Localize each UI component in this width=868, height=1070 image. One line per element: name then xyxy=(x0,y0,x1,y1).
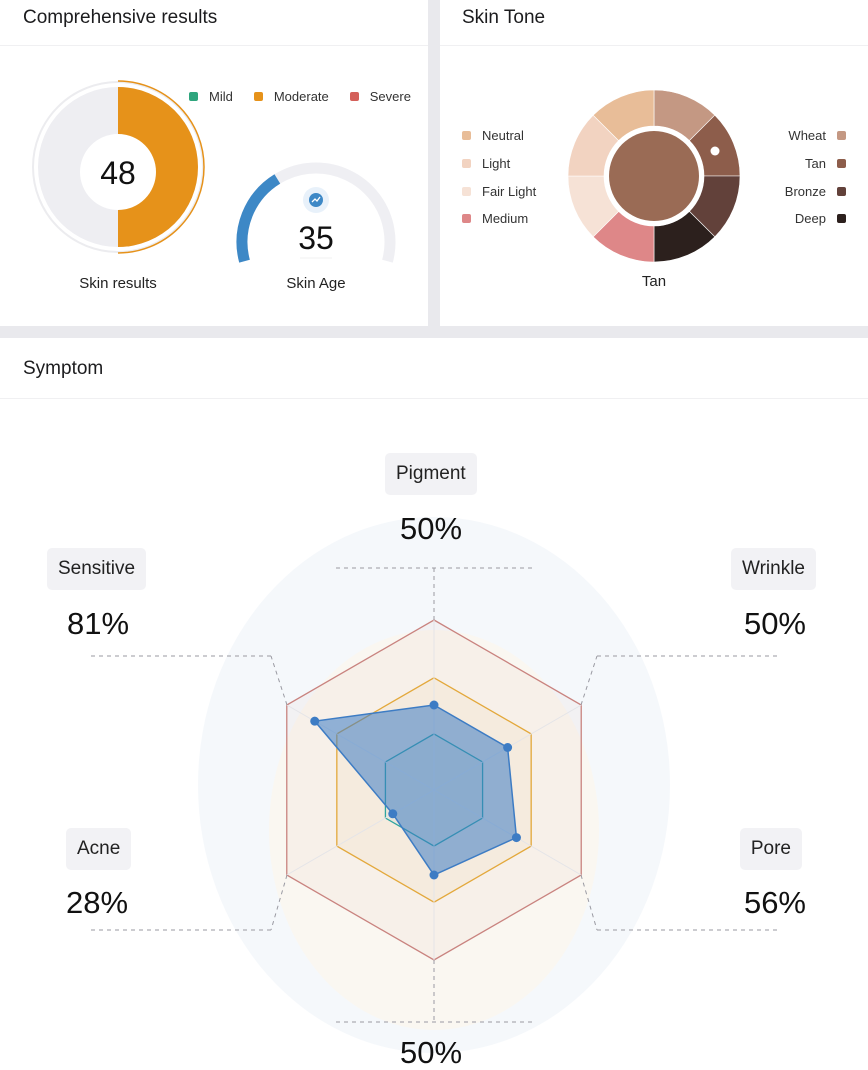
legend-light-swatch xyxy=(462,159,471,168)
legend-neutral-swatch xyxy=(462,131,471,140)
legend-moderate-label: Moderate xyxy=(273,89,329,104)
radar-value-acne: 28% xyxy=(66,885,129,920)
comprehensive-results-title: Comprehensive results xyxy=(23,7,218,28)
radar-leader-line xyxy=(580,655,598,706)
legend-bronze-label: Bronze xyxy=(784,184,826,199)
gauge-outer-ring xyxy=(32,81,204,253)
legend-fair-light-label: Fair Light xyxy=(482,184,537,199)
legend-wheat-label: Wheat xyxy=(788,128,826,143)
radar-point-5 xyxy=(310,716,320,726)
tone-selected-indicator xyxy=(710,146,720,156)
radar-point-3 xyxy=(429,870,439,880)
skin-age-value: 35 xyxy=(298,220,334,256)
radar-label-pore: Pore xyxy=(739,828,802,870)
skin-results-label: Skin results xyxy=(79,275,157,292)
legend-tan-label: Tan xyxy=(805,156,826,171)
skin-tone-card: Skin Tone Neutral Light Fair Light Mediu… xyxy=(440,0,868,326)
legend-light-label: Light xyxy=(482,156,511,171)
legend-deep-label: Deep xyxy=(794,211,826,226)
radar-label-sensitive: Sensitive xyxy=(47,548,147,590)
legend-wheat-swatch xyxy=(837,131,846,140)
legend-tan-swatch xyxy=(837,159,846,168)
legend-severe-label: Severe xyxy=(369,89,411,104)
legend-medium: Medium xyxy=(462,211,528,226)
legend-neutral: Neutral xyxy=(462,128,524,143)
radar-point-1 xyxy=(503,743,513,752)
radar-value-pigment: 50% xyxy=(400,511,463,546)
skin-age-fill xyxy=(236,174,281,263)
skin-tone-selected-label: Tan xyxy=(641,273,667,290)
radar-label-acne: Acne xyxy=(66,828,132,870)
skin-tone-wheel[interactable] xyxy=(440,0,868,326)
radar-leader-line xyxy=(270,874,288,931)
legend-medium-swatch xyxy=(462,214,471,223)
skin-results-value: 48 xyxy=(100,155,136,191)
radar-label-pigment: Pigment xyxy=(385,453,477,495)
comprehensive-results-card: Comprehensive results Mild Moderate Seve… xyxy=(0,0,428,326)
skin-age-label: Skin Age xyxy=(286,275,346,292)
divider xyxy=(0,45,428,46)
tone-selected-swatch xyxy=(609,131,699,221)
symptom-title: Symptom xyxy=(23,358,104,379)
radar-point-2 xyxy=(511,833,521,843)
legend-light: Light xyxy=(462,156,510,171)
trend-icon-line xyxy=(311,196,321,203)
legend-fair-light-swatch xyxy=(462,187,471,196)
legend-bronze-swatch xyxy=(837,187,846,196)
radar-value-pore: 56% xyxy=(743,885,806,920)
legend-deep: Deep xyxy=(795,211,846,226)
legend-bronze: Bronze xyxy=(785,184,846,199)
legend-wheat: Wheat xyxy=(788,128,846,143)
severity-legend: Mild Moderate Severe xyxy=(189,89,411,104)
radar-value-sensitive: 81% xyxy=(67,606,130,641)
radar-point-0 xyxy=(429,700,439,710)
divider xyxy=(440,45,868,46)
radar-value-bottom: 50% xyxy=(400,1035,463,1070)
symptom-card: Symptom Pigment 50% Wrinkle 50% Pore 56%… xyxy=(0,338,868,1070)
radar-label-wrinkle: Wrinkle xyxy=(731,548,816,590)
skin-results-fill xyxy=(118,87,198,247)
radar-point-4 xyxy=(388,809,398,819)
legend-severe-swatch xyxy=(349,92,359,101)
legend-deep-swatch xyxy=(837,214,846,223)
skin-tone-title: Skin Tone xyxy=(462,7,546,28)
legend-tan: Tan xyxy=(805,156,846,171)
radar-value-wrinkle: 50% xyxy=(743,606,806,641)
radar-leader-line xyxy=(270,655,288,706)
skin-results-outline xyxy=(117,80,205,254)
legend-mild-label: Mild xyxy=(209,89,233,104)
legend-medium-label: Medium xyxy=(482,211,529,226)
legend-mild-swatch xyxy=(189,92,198,101)
legend-moderate-swatch xyxy=(253,92,263,101)
divider xyxy=(0,398,868,399)
radar-leader-line xyxy=(580,874,598,931)
skin-results-gauge xyxy=(32,80,396,263)
gauge-center xyxy=(80,134,156,210)
legend-neutral-label: Neutral xyxy=(482,128,524,143)
legend-fair-light: Fair Light xyxy=(462,184,536,199)
symptom-radar-chart xyxy=(91,517,777,1053)
